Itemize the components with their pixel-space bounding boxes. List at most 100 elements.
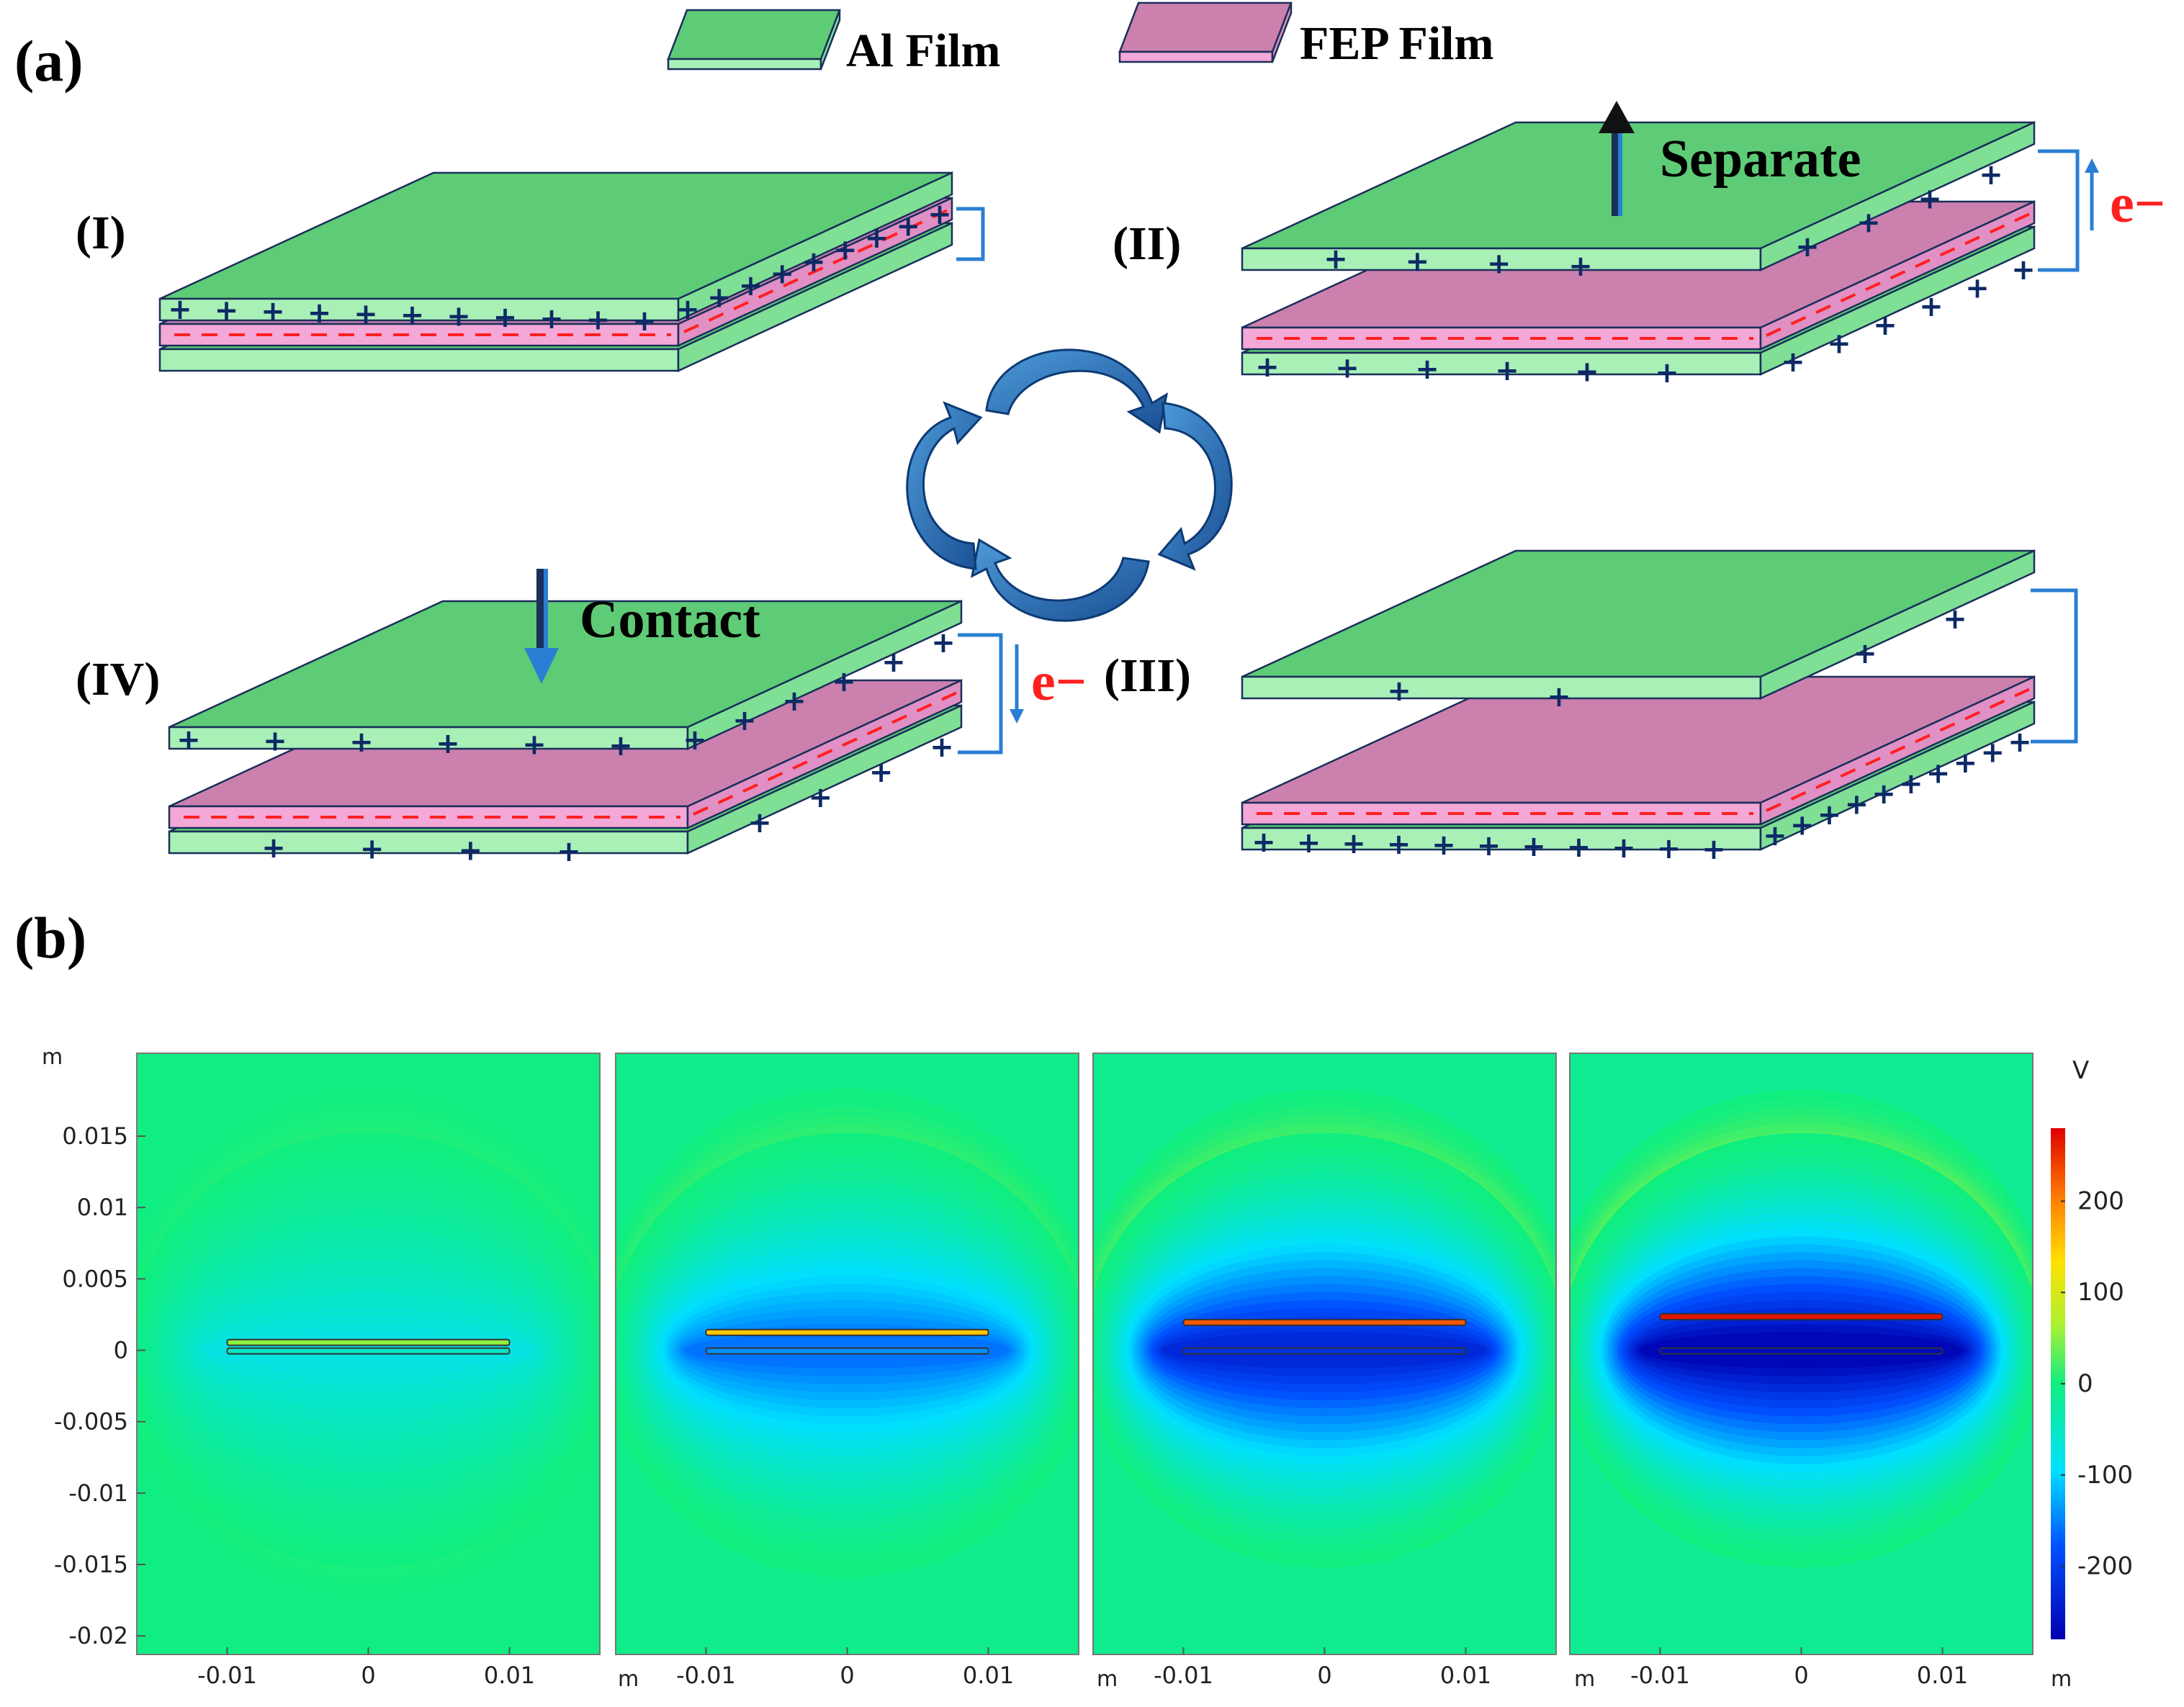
stage1-fep-side-minus: [683, 209, 948, 333]
stage3-bottom-plus: +: [1612, 832, 1636, 865]
stage1-top-plus: +: [675, 293, 700, 326]
stage1-top-plus: +: [307, 297, 332, 330]
stage3-top-plus: +: [1943, 603, 1967, 636]
y-tick-label: 0.01: [77, 1194, 128, 1221]
stage2-bottom-plus: +: [1415, 353, 1439, 386]
stage2-top-plus: +: [1406, 245, 1430, 278]
stage4-top-plus: +: [436, 727, 460, 760]
stage1-top-plus: +: [168, 293, 192, 326]
stage3-bottom-plus: +: [1763, 819, 1787, 852]
bottom-plate: [705, 1347, 989, 1355]
y-unit-label: m: [42, 1045, 63, 1070]
y-tick-label: -0.01: [68, 1479, 128, 1507]
potential-plots: -0.01 0 0.01 m -0.01 0 0.01 m -0.01 0 0.01 m -0.01 0 0…: [136, 1053, 2072, 1692]
stage3-top-plus: +: [1387, 675, 1411, 708]
stage3-bottom-plus: +: [1657, 832, 1681, 865]
cycle-arrows: [906, 348, 1233, 622]
stage4-top-plus: +: [782, 685, 806, 718]
stage3-bottom-plus: +: [1522, 830, 1546, 863]
stage3-bottom-plus: +: [1297, 827, 1321, 860]
potential-plot-1: -0.01 0 0.01 m: [136, 1053, 639, 1692]
stage1-top-plus: +: [586, 303, 611, 336]
colorbar-tick-label: -100: [2077, 1461, 2133, 1490]
stage3-bottom-plus: +: [1567, 831, 1591, 864]
legend: Al Film FEP Film: [667, 1, 1493, 77]
x-tick-label: 0.01: [484, 1662, 535, 1689]
stage-3-label: (III): [1104, 649, 1191, 702]
potential-plot-4: -0.01 0 0.01 m: [1569, 1053, 2072, 1692]
stage2-top-plus: +: [1918, 182, 1942, 215]
contact-label: Contact: [580, 590, 760, 649]
y-tick-label: -0.02: [68, 1622, 128, 1649]
stage1-top-plus: +: [354, 297, 378, 330]
stage3-bottom-plus: +: [1899, 767, 1923, 801]
stage4-bottom-plus: +: [809, 781, 833, 814]
colorbar-unit: V: [2072, 1056, 2089, 1085]
stage1-top-plus: +: [865, 222, 889, 255]
stage3-bottom-plus: +: [1387, 828, 1411, 861]
stage4-bottom-plus: +: [459, 834, 483, 867]
legend-fep-slab: [1118, 1, 1293, 63]
stage2-top-plus: +: [1856, 207, 1881, 240]
stage2-top-plus: +: [1568, 250, 1593, 283]
wire-stage-1: [956, 207, 985, 261]
stage3-bottom-plus: +: [1980, 736, 2005, 769]
x-unit-label: m: [2051, 1667, 2072, 1692]
stage3-bottom-plus: +: [1790, 809, 1815, 842]
stage4-top-plus: +: [522, 728, 547, 761]
stage4-bottom-plus: +: [557, 835, 581, 868]
stage-2-electron: e−: [2110, 174, 2165, 234]
x-unit-label: m: [1097, 1667, 1118, 1692]
stage1-top-plus: +: [896, 210, 920, 243]
x-tick-label: -0.01: [197, 1662, 257, 1689]
top-plate: [1659, 1312, 1943, 1320]
stage2-bottom-plus: +: [1781, 346, 1805, 379]
stage3-bottom-plus: +: [1926, 757, 1951, 790]
legend-al-label: Al Film: [846, 24, 1000, 77]
stage4-top-plus: +: [732, 704, 757, 737]
y-tick-label: 0: [114, 1337, 128, 1364]
stage3-bottom-plus: +: [1871, 778, 1896, 811]
stage1-top-plus: +: [707, 282, 732, 315]
stage1-top-plus: +: [770, 258, 794, 291]
legend-fep-swatch: [1118, 1, 1293, 63]
stage1-top-plus: +: [632, 305, 657, 338]
stage1-top-plus: +: [215, 294, 239, 328]
stage4-top-plus: +: [263, 725, 287, 758]
stage4-bottom-plus: +: [360, 833, 385, 866]
stage1-top-plus: +: [539, 302, 564, 335]
separate-arrow: [1599, 101, 1635, 216]
contact-arrow: [524, 569, 559, 684]
x-tick-label: 0: [840, 1662, 854, 1689]
stage3-bottom-plus: +: [1432, 829, 1456, 862]
colorbar: V 200 100 0 -100 -200: [2051, 1056, 2133, 1639]
stage2-bottom-plus: +: [1827, 327, 1851, 360]
stage4-top-plus: +: [931, 626, 956, 659]
colorbar-tick-label: -200: [2077, 1552, 2133, 1581]
stage3-top-plus: +: [1547, 680, 1571, 713]
stage4-top-plus: +: [881, 646, 906, 679]
stage4-top-al: [168, 600, 963, 750]
stage-2-diagram: + + + + + + + + + + + + + + + + + + + +: [1241, 121, 2036, 389]
panel-b: (b) -0.01 0 0.01 m -0.01 0 0.01 m -0.01 0 0.01 m -0.…: [14, 905, 2133, 1692]
y-axis: 0.015 0.01 0.005 0 -0.005 -0.01 -0.015 -0.02 m: [42, 1045, 145, 1649]
legend-fep-label: FEP Film: [1300, 17, 1493, 70]
stage2-bottom-plus: +: [1495, 354, 1519, 387]
stage3-bottom-plus: +: [1477, 829, 1501, 862]
stage4-bottom-plus: +: [930, 731, 954, 764]
top-plate: [226, 1338, 511, 1346]
stage1-top-plus: +: [833, 234, 858, 267]
stage4-bottom-plus: +: [747, 806, 772, 839]
bottom-plate: [226, 1347, 511, 1355]
y-tick-label: 0.015: [62, 1122, 128, 1150]
x-tick-label: 0: [1317, 1662, 1331, 1689]
wire-stage-4: [958, 633, 1024, 755]
x-tick-label: -0.01: [1154, 1662, 1213, 1689]
potential-plot-3: -0.01 0 0.01 m: [1092, 1053, 1595, 1692]
stage2-bottom-plus: +: [1873, 309, 1897, 342]
y-tick-label: -0.005: [54, 1408, 128, 1436]
x-tick-label: -0.01: [1630, 1662, 1690, 1689]
stage3-fep-side-minus: [1766, 688, 2031, 812]
stage4-bottom-plus: +: [261, 832, 286, 865]
